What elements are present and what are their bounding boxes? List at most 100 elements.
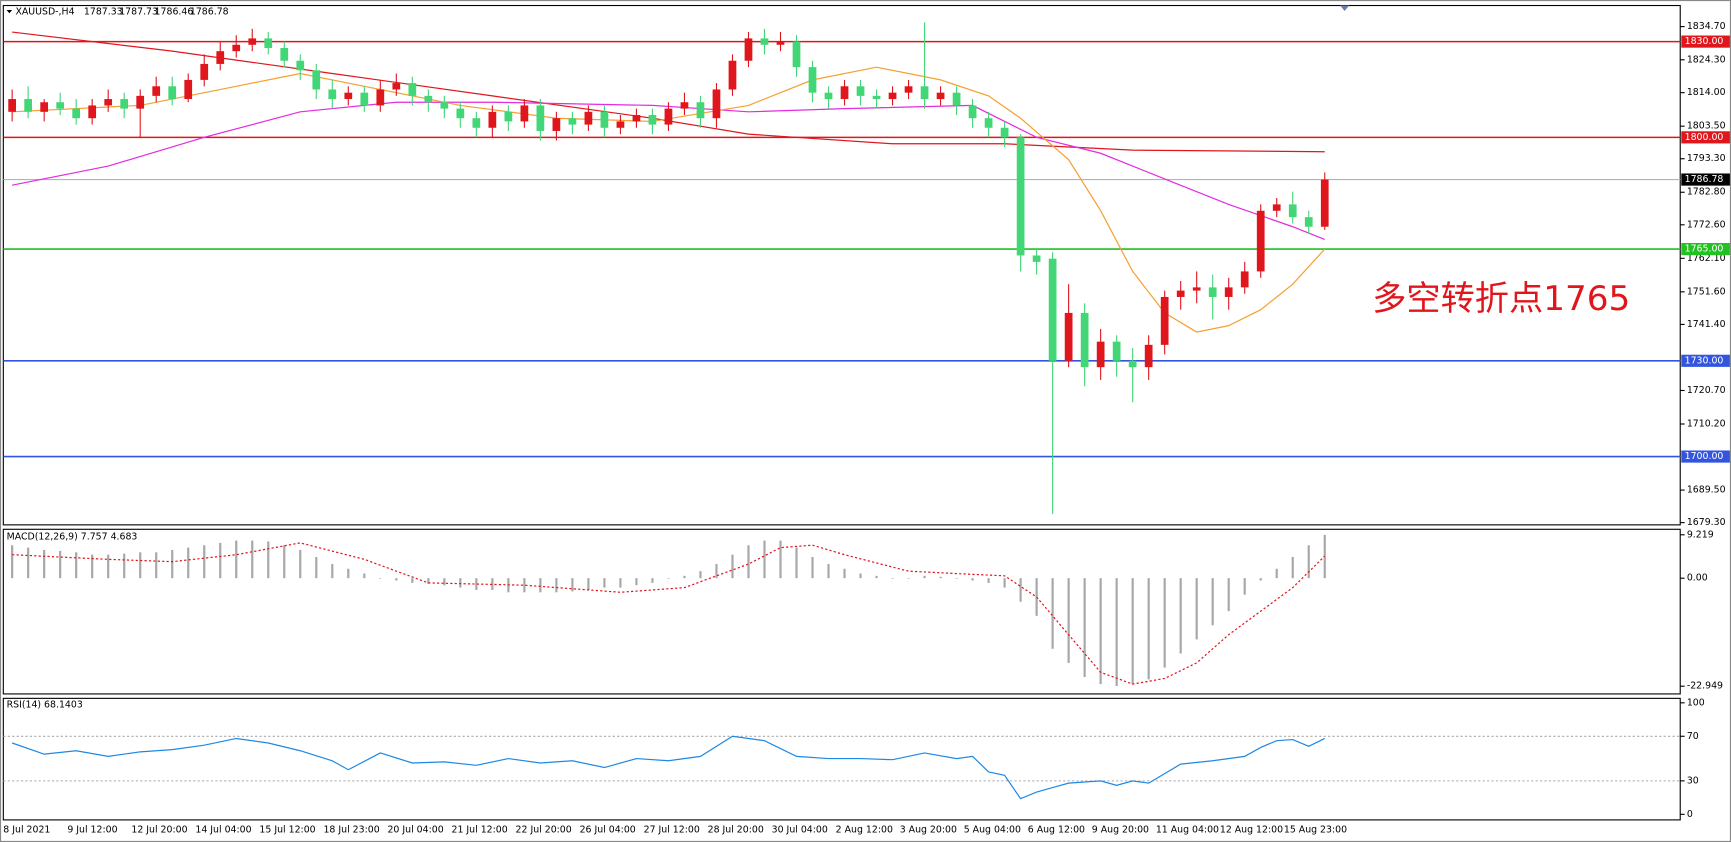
histogram-bar — [379, 578, 382, 579]
histogram-bar — [779, 540, 782, 579]
candle-body — [552, 118, 561, 131]
candle-body — [920, 86, 929, 100]
rsi-panel — [2, 697, 1681, 821]
histogram-bar — [267, 541, 270, 579]
histogram-bar — [619, 578, 622, 588]
level-label-bg — [1681, 354, 1730, 367]
histogram-bar — [203, 545, 206, 579]
candle-body — [984, 118, 993, 128]
histogram-bar — [555, 578, 558, 593]
level-label: 1730.00 — [1685, 355, 1724, 366]
candle-body — [936, 92, 945, 100]
histogram-bar — [139, 552, 142, 579]
indicator-line — [12, 101, 1325, 241]
rsi-title: RSI(14) 68.1403 — [7, 699, 83, 710]
y-tick-label: 70 — [1687, 731, 1699, 742]
candle-body — [1256, 210, 1265, 272]
candle-body — [168, 86, 177, 100]
histogram-bar — [1179, 578, 1182, 654]
x-tick-label: 21 Jul 12:00 — [452, 824, 508, 835]
candle-body — [744, 38, 753, 61]
candle-body — [856, 86, 865, 96]
candle-body — [600, 111, 609, 128]
candle-body — [472, 118, 481, 128]
candle-body — [760, 38, 769, 45]
quote-close: 1786.78 — [190, 7, 229, 18]
candle-body — [40, 102, 49, 112]
candle-body — [376, 89, 385, 106]
candle-body — [568, 118, 577, 125]
x-tick-label: 8 Jul 2021 — [3, 824, 50, 835]
histogram-bar — [987, 578, 990, 583]
candle-body — [248, 38, 257, 45]
histogram-bar — [955, 578, 958, 579]
candle-body — [968, 105, 977, 119]
candle-body — [72, 108, 81, 119]
candle-body — [328, 89, 337, 100]
menu-marker — [6, 9, 13, 14]
candle-body — [152, 86, 161, 96]
candle-body — [408, 83, 417, 96]
candle-body — [872, 95, 881, 100]
histogram-bar — [715, 564, 718, 579]
histogram-bar — [43, 549, 46, 579]
indicator-line — [11, 735, 1326, 800]
x-tick-label: 3 Aug 20:00 — [900, 824, 957, 835]
candle-body — [1192, 287, 1201, 291]
candle-body — [312, 70, 321, 90]
histogram-bar — [251, 540, 254, 579]
candle-body — [280, 47, 289, 61]
level-label-bg — [1681, 35, 1730, 48]
histogram-bar — [683, 575, 686, 579]
candle-body — [1048, 258, 1057, 361]
histogram-bar — [1275, 568, 1278, 579]
histogram-bar — [1291, 557, 1294, 579]
candle-body — [632, 115, 641, 122]
quote-open: 1787.33 — [84, 7, 123, 18]
histogram-bar — [59, 550, 62, 579]
y-tick-label: 1782.80 — [1687, 187, 1726, 198]
y-tick-label: 100 — [1687, 697, 1705, 708]
level-label-bg — [1681, 450, 1730, 463]
histogram-bar — [907, 578, 910, 579]
histogram-bar — [123, 553, 126, 579]
level-label: 1830.00 — [1685, 36, 1724, 47]
histogram-bar — [1003, 578, 1006, 588]
histogram-bar — [795, 547, 798, 579]
y-tick-label: 30 — [1687, 775, 1699, 786]
candle-body — [776, 41, 785, 45]
shift-marker — [1340, 5, 1350, 12]
histogram-bar — [811, 557, 814, 579]
candle-body — [424, 95, 433, 103]
histogram-bar — [571, 578, 574, 592]
candle-body — [728, 60, 737, 90]
y-tick-label: 1793.30 — [1687, 153, 1726, 164]
candle-body — [808, 67, 817, 93]
x-tick-label: 27 Jul 12:00 — [644, 824, 700, 835]
candle-body — [1128, 360, 1137, 368]
histogram-bar — [1083, 578, 1086, 678]
x-tick-label: 11 Aug 04:00 — [1156, 824, 1219, 835]
candle-body — [1240, 271, 1249, 288]
x-tick-label: 14 Jul 04:00 — [195, 824, 251, 835]
y-tick-label: 1814.00 — [1687, 87, 1726, 98]
histogram-bar — [763, 540, 766, 579]
candle-body — [360, 92, 369, 106]
x-tick-label: 15 Jul 12:00 — [259, 824, 315, 835]
histogram-bar — [1067, 578, 1070, 663]
y-tick-label: 1751.60 — [1687, 286, 1726, 297]
histogram-bar — [299, 549, 302, 579]
macd-panel — [2, 528, 1681, 695]
histogram-bar — [283, 545, 286, 579]
candle-body — [520, 105, 529, 122]
histogram-bar — [91, 554, 94, 579]
candle-body — [664, 108, 673, 125]
histogram-bar — [491, 578, 494, 590]
candle-body — [104, 99, 113, 106]
candle-body — [136, 95, 145, 109]
y-tick-label: 9.219 — [1687, 529, 1714, 540]
y-tick-label: 1803.50 — [1687, 121, 1726, 132]
candle-body — [344, 92, 353, 100]
histogram-bar — [171, 549, 174, 579]
